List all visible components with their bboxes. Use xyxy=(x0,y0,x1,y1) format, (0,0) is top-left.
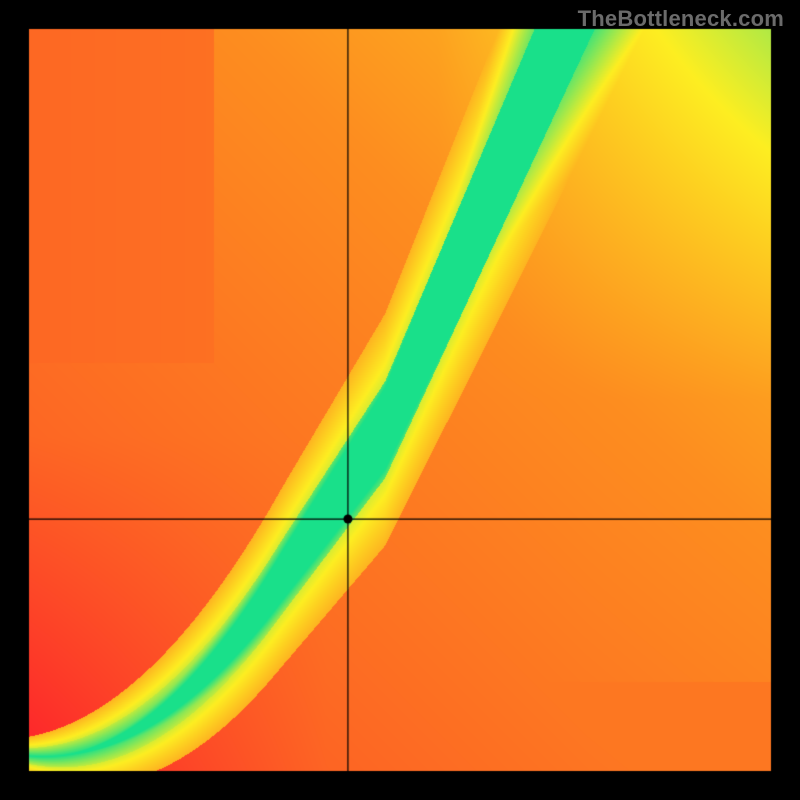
heatmap-canvas xyxy=(0,0,800,800)
watermark-text: TheBottleneck.com xyxy=(578,6,784,32)
chart-container: TheBottleneck.com xyxy=(0,0,800,800)
